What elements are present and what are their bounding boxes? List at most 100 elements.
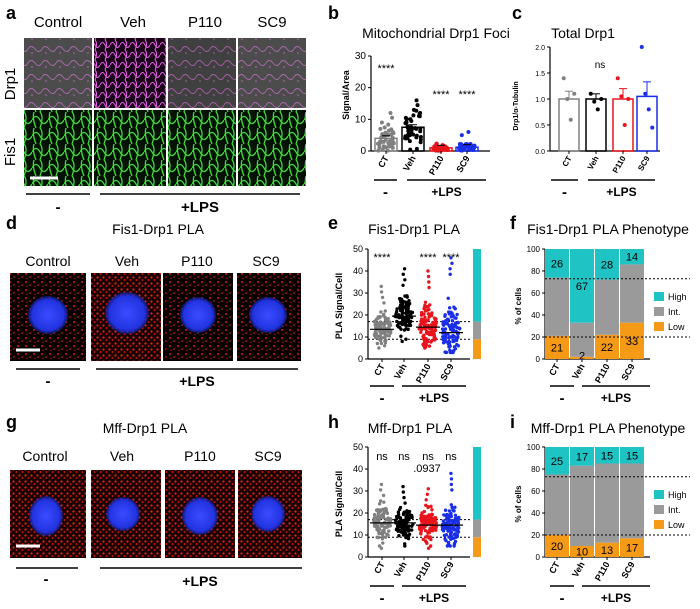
panel-d: d Fis1-Drp1 PLA Control Veh P110 SC9 - +… [6, 213, 301, 390]
e-dot [383, 329, 387, 333]
f-bar-int [570, 322, 594, 357]
h-dot [448, 526, 453, 530]
h-dot [379, 524, 384, 528]
e-dot [452, 305, 456, 309]
h-dot [427, 528, 432, 533]
h-dot [444, 533, 449, 537]
h-dot [449, 477, 454, 481]
e-dot [399, 334, 403, 338]
e-dot [424, 330, 429, 335]
e-dot [448, 267, 452, 271]
h-dot [407, 512, 411, 516]
b-label-lps: +LPS [431, 185, 461, 199]
e-dot [419, 317, 424, 321]
i-legend-swatch [654, 490, 664, 499]
h-dot [405, 509, 409, 513]
e-dot [378, 315, 382, 320]
i-bar-int [545, 474, 569, 535]
i-high-label: 15 [626, 450, 638, 462]
f-low-label: 22 [601, 342, 613, 354]
h-dot [396, 529, 400, 533]
e-dot [425, 323, 430, 327]
b-dot [466, 130, 471, 134]
a-row-drp1: Drp1 [2, 68, 19, 101]
e-dot [418, 323, 422, 327]
f-ytick-label: 60 [531, 289, 540, 298]
f-bar-int [545, 277, 569, 336]
f-bar-high [545, 249, 569, 278]
b-dot [407, 133, 412, 138]
e-dot [423, 315, 427, 320]
e-ytick-label: 50 [353, 244, 363, 254]
b-dot [383, 130, 388, 135]
c-point [646, 107, 651, 112]
e-dot [434, 321, 438, 325]
c-ylabel: Drp1/α-Tubulin [513, 81, 520, 130]
e-dot [422, 337, 427, 341]
f-legend-swatch [654, 322, 664, 331]
i-legend-label: Low [668, 520, 685, 530]
i-ytick-label: 40 [531, 509, 540, 518]
i-legend-swatch [654, 505, 664, 514]
h-dot [394, 514, 399, 519]
h-dot [441, 529, 446, 533]
e-ytick-label: 40 [353, 266, 363, 276]
e-dot [441, 322, 445, 326]
i-low-label: 20 [551, 541, 563, 553]
i-ytick-label: 0 [536, 553, 541, 562]
g-nucleus-veh [106, 497, 140, 531]
e-dot [422, 333, 426, 337]
e-dot [451, 334, 455, 339]
e-xtick-label: CT [372, 362, 387, 378]
h-dot [443, 508, 448, 512]
h-dot [406, 536, 411, 541]
h-dot [453, 519, 458, 523]
h-dot [401, 484, 405, 489]
e-dot [447, 339, 451, 344]
e-dot [397, 296, 402, 301]
h-dot [446, 542, 451, 547]
i-bar-high [570, 447, 594, 466]
h-label-ctrl: - [380, 590, 385, 604]
b-dot [414, 146, 419, 151]
f-label-lps: +LPS [601, 391, 631, 405]
e-dot [419, 330, 423, 335]
h-dot [399, 530, 403, 534]
e-xtick-label: Veh [392, 362, 409, 381]
c-point [615, 76, 620, 81]
h-ytick-label: 10 [353, 530, 363, 540]
h-dot [375, 516, 379, 520]
h-dot [430, 508, 434, 512]
h-dot [422, 521, 426, 525]
h-dot [450, 505, 454, 510]
a-img-fis1-p110 [168, 110, 236, 186]
i-legend-swatch [654, 520, 664, 529]
g-label-ctrl: - [44, 571, 49, 588]
h-dot [420, 517, 424, 522]
c-title: Total Drp1 [551, 25, 615, 41]
e-dot [431, 320, 435, 325]
h-dot [426, 505, 430, 510]
e-dot [379, 310, 383, 314]
i-high-label: 17 [576, 451, 588, 463]
h-dot [398, 516, 403, 520]
c-plot: 0.0 0.5 1.0 1.5 2.0 ns CT Veh P110 SC9 - +LPS [535, 45, 660, 201]
h-dot [385, 532, 389, 536]
h-dot [424, 498, 428, 502]
h-dot [381, 535, 385, 539]
h-sig-label: ns [398, 451, 410, 463]
e-strip-high [473, 249, 481, 322]
h-ytick-label: 50 [353, 442, 363, 452]
i-bar-low [620, 538, 644, 557]
e-dot [448, 272, 452, 276]
e-dot [382, 301, 386, 305]
panel-letter-g: g [6, 412, 17, 432]
e-dot [383, 318, 388, 322]
e-dot [401, 272, 405, 276]
h-dot [452, 509, 456, 513]
h-dot [397, 534, 401, 538]
e-dot [379, 284, 383, 289]
e-dot [408, 311, 412, 316]
b-dot [418, 134, 423, 139]
b-ytick-label: 0 [360, 146, 366, 157]
